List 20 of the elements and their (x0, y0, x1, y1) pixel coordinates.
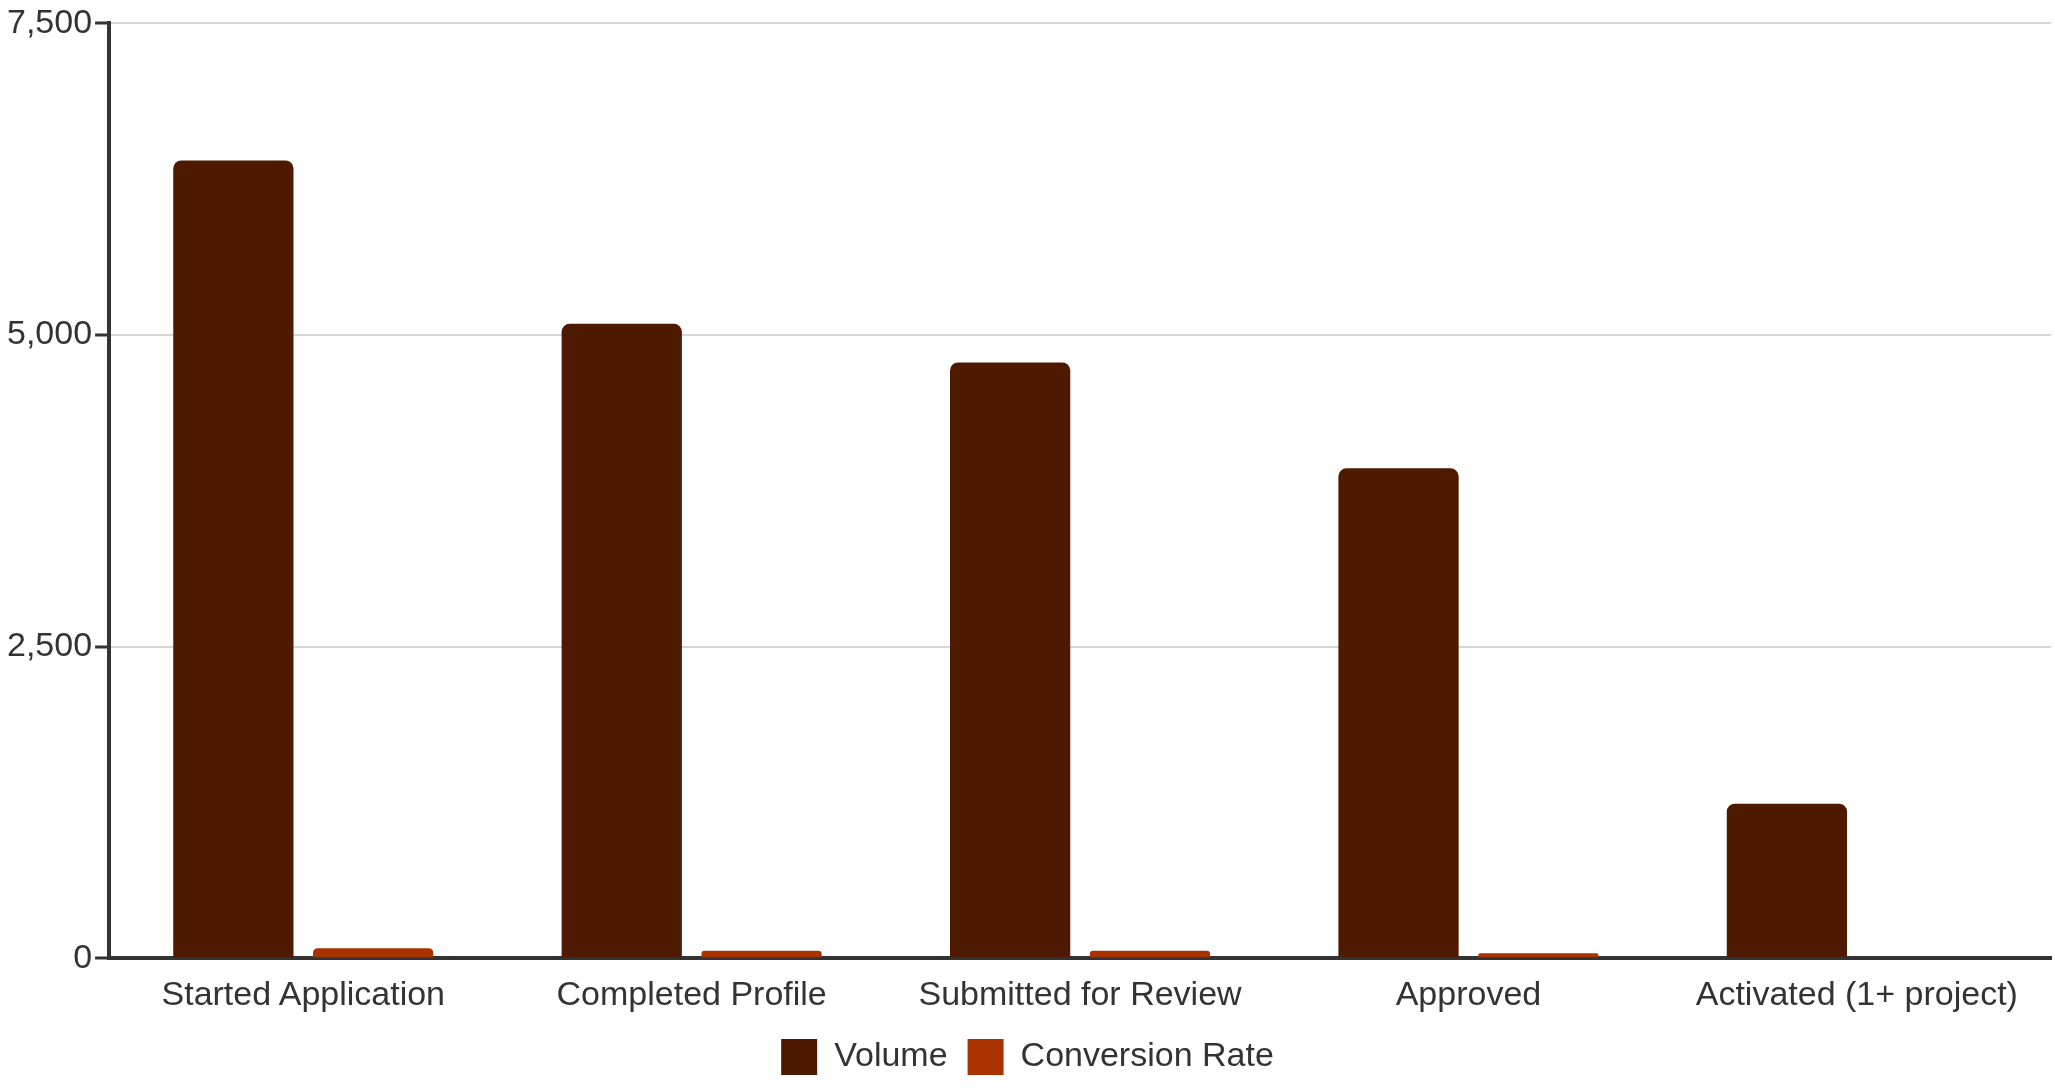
y-tick-label: 7,500 (6, 1, 93, 40)
bar (950, 362, 1071, 958)
legend-label: Volume (834, 1035, 948, 1074)
y-tick-label: 5,000 (6, 313, 93, 352)
bar (313, 948, 434, 958)
x-tick-label: Activated (1+ project) (1695, 973, 2018, 1012)
x-tick-label: Approved (1395, 973, 1542, 1012)
bar (701, 950, 822, 958)
y-tick-label: 0 (73, 936, 93, 975)
legend-label: Conversion Rate (1020, 1035, 1274, 1074)
bar (173, 160, 294, 958)
bar (1726, 803, 1848, 958)
y-tick-label: 2,500 (6, 624, 93, 663)
x-tick-label: Submitted for Review (918, 973, 1243, 1012)
bar (1089, 950, 1211, 958)
bar (1478, 953, 1599, 958)
x-tick-label: Started Application (161, 973, 446, 1012)
bar (1338, 468, 1459, 958)
bar (561, 323, 682, 958)
x-tick-label: Completed Profile (556, 973, 827, 1012)
